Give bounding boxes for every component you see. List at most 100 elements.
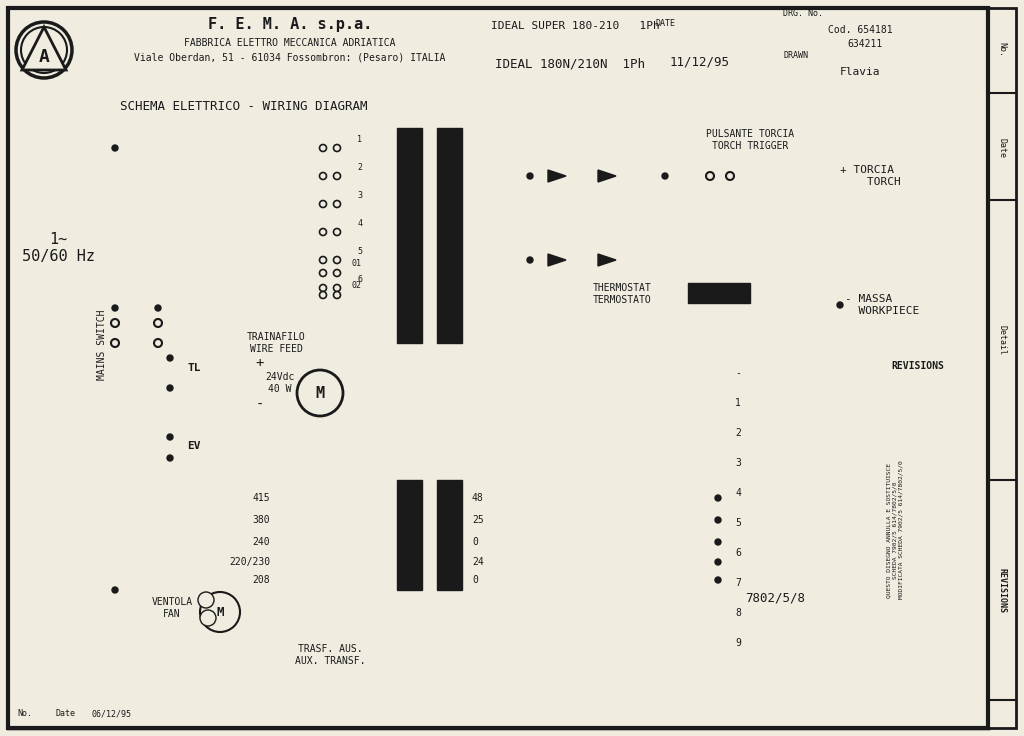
- Circle shape: [319, 172, 327, 180]
- Circle shape: [319, 144, 327, 152]
- Text: DRAWN: DRAWN: [783, 51, 808, 60]
- Text: 7802/5/8: 7802/5/8: [745, 592, 805, 604]
- Text: TRASF. AUS.
AUX. TRANSF.: TRASF. AUS. AUX. TRANSF.: [295, 644, 366, 666]
- Bar: [43, 700, 88, 728]
- Text: PULSANTE TORCIA
TORCH TRIGGER: PULSANTE TORCIA TORCH TRIGGER: [706, 130, 794, 151]
- Circle shape: [527, 173, 534, 179]
- Text: 634211: 634211: [848, 39, 883, 49]
- Text: FABBRICA ELETTRO MECCANICA ADRIATICA: FABBRICA ELETTRO MECCANICA ADRIATICA: [184, 38, 395, 48]
- Text: - MASSA
  WORKPIECE: - MASSA WORKPIECE: [845, 294, 920, 316]
- Text: 5: 5: [735, 518, 741, 528]
- Circle shape: [715, 495, 721, 501]
- Text: 1: 1: [357, 135, 362, 144]
- Text: SCHEMA ELETTRICO - WIRING DIAGRAM: SCHEMA ELETTRICO - WIRING DIAGRAM: [120, 99, 368, 113]
- Circle shape: [334, 144, 341, 152]
- Circle shape: [837, 302, 843, 308]
- Circle shape: [16, 22, 72, 78]
- Text: 4: 4: [735, 488, 741, 498]
- Bar: [718, 388, 758, 418]
- Text: 06/12/95: 06/12/95: [92, 710, 132, 718]
- Text: 48: 48: [472, 493, 483, 503]
- Bar: [718, 568, 758, 598]
- Text: DATE: DATE: [655, 19, 675, 29]
- Circle shape: [112, 145, 118, 151]
- Circle shape: [715, 577, 721, 583]
- Text: VENTOLA
FAN: VENTOLA FAN: [152, 597, 193, 619]
- Circle shape: [167, 355, 173, 361]
- Circle shape: [167, 385, 173, 391]
- Bar: [170, 425, 218, 467]
- Bar: [718, 448, 758, 478]
- Circle shape: [726, 172, 734, 180]
- Text: +: +: [256, 356, 264, 370]
- Circle shape: [527, 257, 534, 263]
- Text: A: A: [39, 48, 49, 66]
- Text: No.: No.: [17, 710, 33, 718]
- Text: 0: 0: [472, 537, 478, 547]
- Text: 220/230: 220/230: [229, 557, 270, 567]
- Circle shape: [319, 228, 327, 236]
- Text: REVISIONS: REVISIONS: [997, 567, 1007, 612]
- Text: 240: 240: [252, 537, 270, 547]
- Text: Detail: Detail: [997, 325, 1007, 355]
- Text: Date: Date: [55, 710, 75, 718]
- Text: TL: TL: [187, 363, 201, 373]
- Circle shape: [111, 339, 119, 347]
- Polygon shape: [598, 170, 616, 182]
- Text: 6: 6: [735, 548, 741, 558]
- Text: EV: EV: [187, 441, 201, 451]
- Text: 7: 7: [735, 578, 741, 588]
- Circle shape: [319, 269, 327, 277]
- Bar: [718, 508, 758, 538]
- Text: 02: 02: [351, 281, 361, 291]
- Bar: [718, 598, 758, 628]
- Circle shape: [334, 200, 341, 208]
- Bar: [437, 128, 462, 343]
- Bar: [718, 538, 758, 568]
- Text: 24Vdc
40 W: 24Vdc 40 W: [265, 372, 295, 394]
- Text: 1: 1: [735, 398, 741, 408]
- Circle shape: [334, 172, 341, 180]
- Bar: [397, 480, 422, 590]
- Bar: [988, 8, 1016, 728]
- Polygon shape: [548, 254, 566, 266]
- Text: 380: 380: [252, 515, 270, 525]
- Text: QUESTO DISEGNO ANNULLA E SOSTITUISCE
SCHEDA 7902/5 614/7802/5/0
MODIFICATA SCHED: QUESTO DISEGNO ANNULLA E SOSTITUISCE SCH…: [887, 461, 903, 599]
- Circle shape: [715, 517, 721, 523]
- Bar: [718, 628, 758, 658]
- Bar: [8, 8, 988, 93]
- Polygon shape: [598, 254, 616, 266]
- Text: IDEAL 180N/210N  1Ph: IDEAL 180N/210N 1Ph: [495, 57, 645, 71]
- Circle shape: [319, 285, 327, 291]
- Bar: [688, 283, 750, 303]
- Circle shape: [334, 285, 341, 291]
- Bar: [397, 128, 422, 343]
- Text: REVISIONS: REVISIONS: [892, 361, 944, 371]
- Circle shape: [334, 257, 341, 263]
- Text: 2: 2: [357, 163, 362, 171]
- Text: M: M: [315, 386, 325, 400]
- Text: MAINS SWITCH: MAINS SWITCH: [97, 310, 106, 381]
- Text: 11/12/95: 11/12/95: [670, 55, 730, 68]
- Circle shape: [334, 228, 341, 236]
- Text: 8: 8: [735, 608, 741, 618]
- Circle shape: [319, 291, 327, 299]
- Circle shape: [662, 173, 668, 179]
- Text: No.: No.: [997, 43, 1007, 57]
- Bar: [437, 480, 462, 590]
- Text: Flavia: Flavia: [840, 67, 881, 77]
- Text: DRG. No.: DRG. No.: [783, 10, 823, 18]
- Circle shape: [715, 539, 721, 545]
- Circle shape: [112, 587, 118, 593]
- Circle shape: [200, 610, 216, 626]
- Circle shape: [715, 559, 721, 565]
- Text: Date: Date: [997, 138, 1007, 158]
- Text: TRAINAFILO
WIRE FEED: TRAINAFILO WIRE FEED: [247, 332, 305, 354]
- Text: -: -: [735, 368, 741, 378]
- Text: 0: 0: [472, 575, 478, 585]
- Text: 3: 3: [735, 458, 741, 468]
- Circle shape: [334, 269, 341, 277]
- Bar: [88, 700, 988, 728]
- Text: 1~
50/60 Hz: 1~ 50/60 Hz: [22, 232, 94, 264]
- Circle shape: [167, 455, 173, 461]
